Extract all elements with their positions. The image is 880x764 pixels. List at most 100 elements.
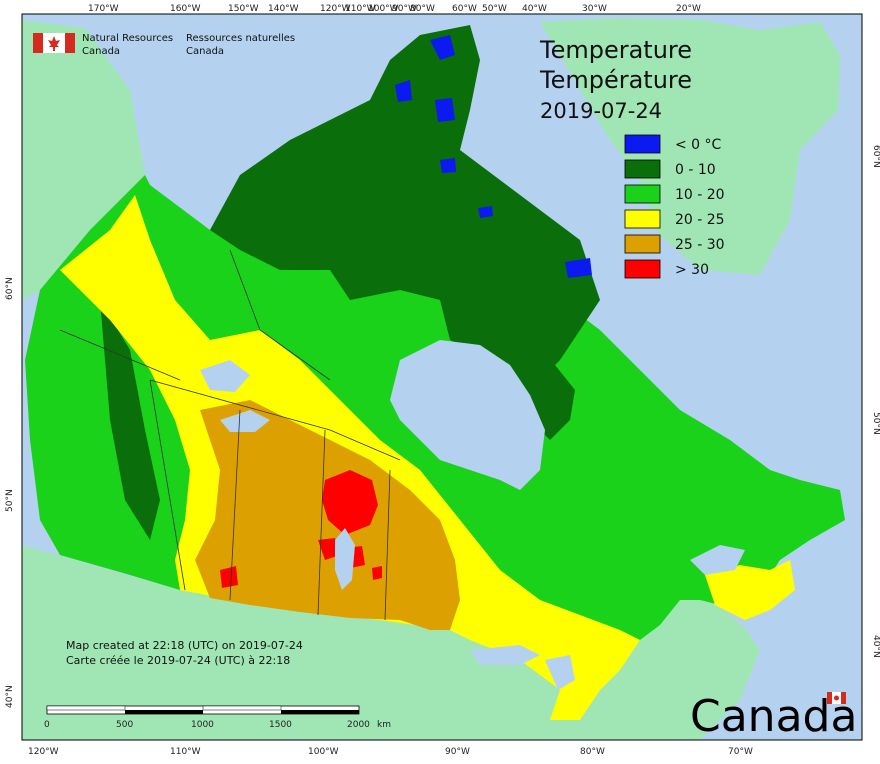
zone-above-30-a — [322, 470, 378, 535]
tick-label: 40°N — [871, 635, 880, 658]
credit-fr: Carte créée le 2019-07-24 (UTC) à 22:18 — [66, 654, 290, 667]
boundary-nwt-nunavut — [229, 249, 331, 381]
scale-seg — [46, 705, 126, 711]
lake-superior — [470, 645, 540, 665]
tick-label: 40°N — [5, 685, 15, 708]
flag-band-right — [841, 692, 846, 704]
map-title: Temperature Température 2019-07-24 — [539, 36, 692, 123]
legend-swatch-0 — [624, 134, 661, 154]
tick-label: 50°W — [482, 4, 507, 14]
agency-fr-line2: Canada — [186, 46, 224, 57]
scale-unit: km — [377, 720, 391, 730]
boundary-sask-manitoba — [317, 429, 326, 616]
gulf-of-st-lawrence — [690, 545, 745, 575]
graticule-left: 60°N 50°N 40°N — [5, 277, 15, 708]
legend-swatch-2 — [624, 184, 661, 204]
alaska — [22, 20, 145, 300]
ice-patch — [565, 258, 592, 278]
scale-label-3: 1500 — [269, 720, 292, 730]
tick-label: 110°W — [345, 4, 376, 14]
tick-label: 20°W — [676, 4, 701, 14]
scale-seg — [125, 710, 203, 714]
water-bodies — [200, 340, 745, 690]
tick-label: 140°W — [268, 4, 299, 14]
agency-en-line1: Natural Resources — [82, 33, 173, 44]
canada-wordmark: Canada — [690, 691, 857, 742]
lake-winnipeg — [335, 528, 355, 590]
legend: < 0 °C 0 - 10 10 - 20 20 - 25 25 - 30 > … — [624, 134, 725, 279]
boundary-manitoba-ontario — [384, 469, 391, 621]
legend-label-5: > 30 — [675, 262, 709, 278]
graticule-top: 170°W 160°W 150°W 140°W 120°W 110°W 100°… — [88, 4, 701, 14]
scale-seg — [202, 705, 282, 711]
legend-swatch-1 — [624, 159, 661, 179]
scale-label-0: 0 — [44, 720, 50, 730]
tick-label: 120°W — [320, 4, 351, 14]
scale-bar: 0 500 1000 1500 2000 km — [44, 705, 391, 730]
flag-band-left — [33, 33, 43, 53]
tick-label: 50°N — [871, 412, 880, 435]
ice-patch — [478, 206, 493, 218]
legend-label-4: 25 - 30 — [675, 237, 725, 253]
great-slave-lake — [220, 410, 270, 432]
credit-en: Map created at 22:18 (UTC) on 2019-07-24 — [66, 639, 303, 652]
tick-label: 160°W — [170, 4, 201, 14]
maple-leaf — [834, 695, 839, 701]
tick-label: 50°N — [5, 489, 15, 512]
boundary-bc-alberta — [149, 379, 186, 591]
legend-label-2: 10 - 20 — [675, 187, 725, 203]
legend-swatch-4 — [624, 234, 661, 254]
flag-band-left — [827, 692, 832, 704]
tick-label: 90°W — [392, 4, 417, 14]
tick-label: 60°N — [871, 145, 880, 168]
ice-patch — [395, 80, 412, 102]
ice-patch — [430, 35, 455, 60]
zone-above-30-d — [220, 566, 238, 588]
wordmark-flag-icon — [827, 692, 846, 704]
zone-20-25-maritimes — [705, 560, 795, 620]
tick-label: 110°W — [170, 747, 201, 757]
agency-header: Natural Resources Canada Ressources natu… — [33, 33, 295, 57]
tick-label: 40°W — [522, 4, 547, 14]
tick-label: 100°W — [368, 4, 399, 14]
great-bear-lake — [200, 360, 250, 392]
flag-band-right — [65, 33, 75, 53]
tick-label: 80°W — [580, 747, 605, 757]
legend-label-3: 20 - 25 — [675, 212, 725, 228]
tick-label: 150°W — [228, 4, 259, 14]
ice-patch — [440, 158, 456, 173]
zone-above-30-b — [318, 538, 340, 560]
tick-label: 90°W — [445, 747, 470, 757]
graticule-right: 60°N 50°N 40°N — [871, 145, 880, 658]
agency-en-line2: Canada — [82, 46, 120, 57]
canada-flag-icon — [33, 33, 75, 53]
tick-label: 80°W — [410, 4, 435, 14]
scale-seg — [281, 710, 359, 714]
zone-0-10-arctic — [210, 25, 600, 390]
scale-label-2: 1000 — [191, 720, 214, 730]
tick-label: 60°W — [452, 4, 477, 14]
tick-label: 100°W — [308, 747, 339, 757]
graticule-bottom: 120°W 110°W 100°W 90°W 80°W 70°W — [28, 747, 753, 757]
scale-label-4: 2000 — [347, 720, 370, 730]
lake-huron — [545, 655, 575, 690]
boundary-alberta-sask — [229, 409, 241, 601]
ice-patch — [435, 98, 455, 122]
tick-label: 60°N — [5, 277, 15, 300]
tick-label: 120°W — [28, 747, 59, 757]
hudson-bay — [390, 340, 545, 490]
greenland — [540, 18, 840, 275]
legend-swatch-3 — [624, 209, 661, 229]
tick-label: 170°W — [88, 4, 119, 14]
zone-below-0 — [395, 35, 592, 278]
agency-fr-line1: Ressources naturelles — [186, 33, 295, 44]
maple-leaf — [48, 36, 60, 51]
zone-0-10-rockies — [100, 300, 160, 540]
legend-swatch-5 — [624, 259, 661, 279]
title-fr: Température — [539, 66, 692, 94]
tick-label: 70°W — [728, 747, 753, 757]
boundary-yukon-bc — [59, 329, 181, 381]
zone-above-30-e — [372, 566, 382, 580]
